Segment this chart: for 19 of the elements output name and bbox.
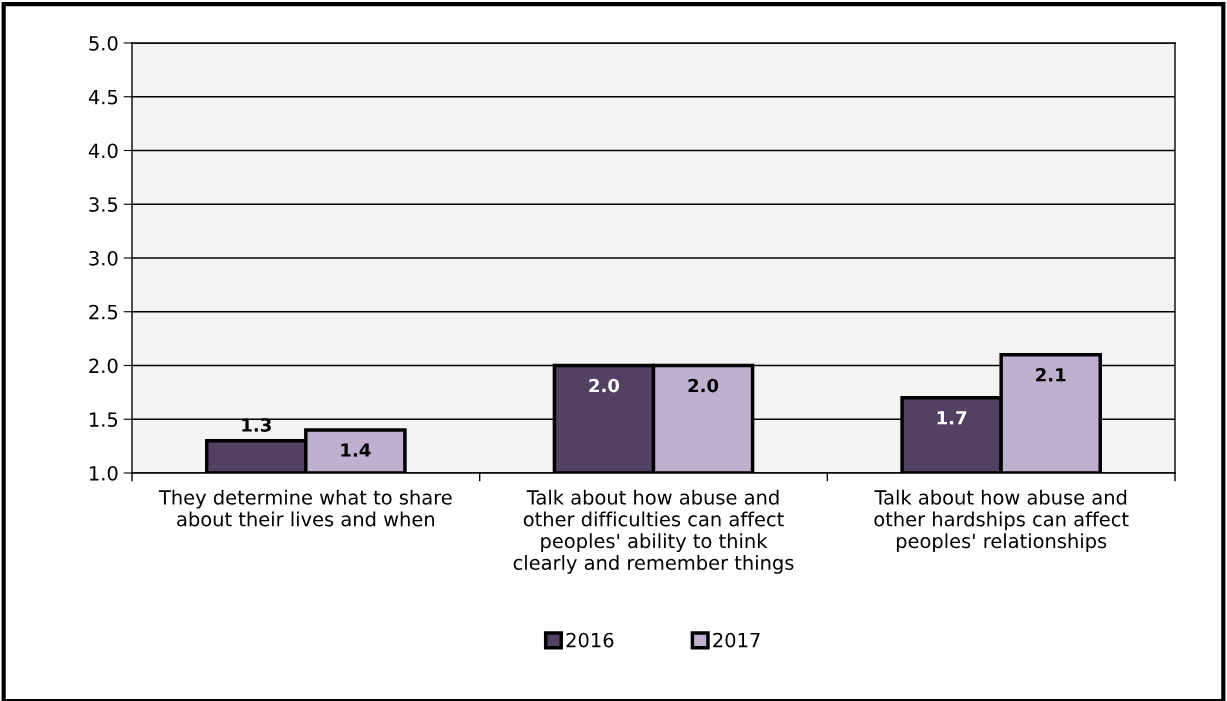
- y-tick-label: 4.5: [88, 89, 118, 105]
- data-label: 2.0: [688, 378, 719, 393]
- data-label: 1.4: [341, 443, 371, 457]
- legend-label: 2017: [713, 632, 760, 648]
- x-tick-label: Talk about how abuse and other hardships can affect peoples' relationships: [874, 489, 1129, 553]
- y-tick-label: 3.5: [89, 197, 118, 212]
- y-tick-label: 2.0: [89, 358, 118, 374]
- y-tick-label: 4.0: [88, 143, 118, 159]
- data-label: 2.1: [1036, 367, 1066, 382]
- x-tick-label: They determine what to share about their lives and when: [158, 489, 452, 527]
- legend-label: 2016: [566, 632, 614, 648]
- x-tick-label: Talk about how abuse and other difficulties can affect peoples' ability to think clearly and remember things: [513, 489, 794, 574]
- y-tick-label: 1.5: [90, 412, 118, 427]
- y-tick-label: 2.5: [89, 304, 118, 320]
- y-tick-label: 5.0: [89, 35, 118, 51]
- y-tick-label: 3.0: [89, 250, 118, 266]
- y-tick-label: 1.0: [90, 465, 118, 481]
- data-label: 2.0: [589, 378, 620, 393]
- data-label: 1.7: [937, 411, 967, 425]
